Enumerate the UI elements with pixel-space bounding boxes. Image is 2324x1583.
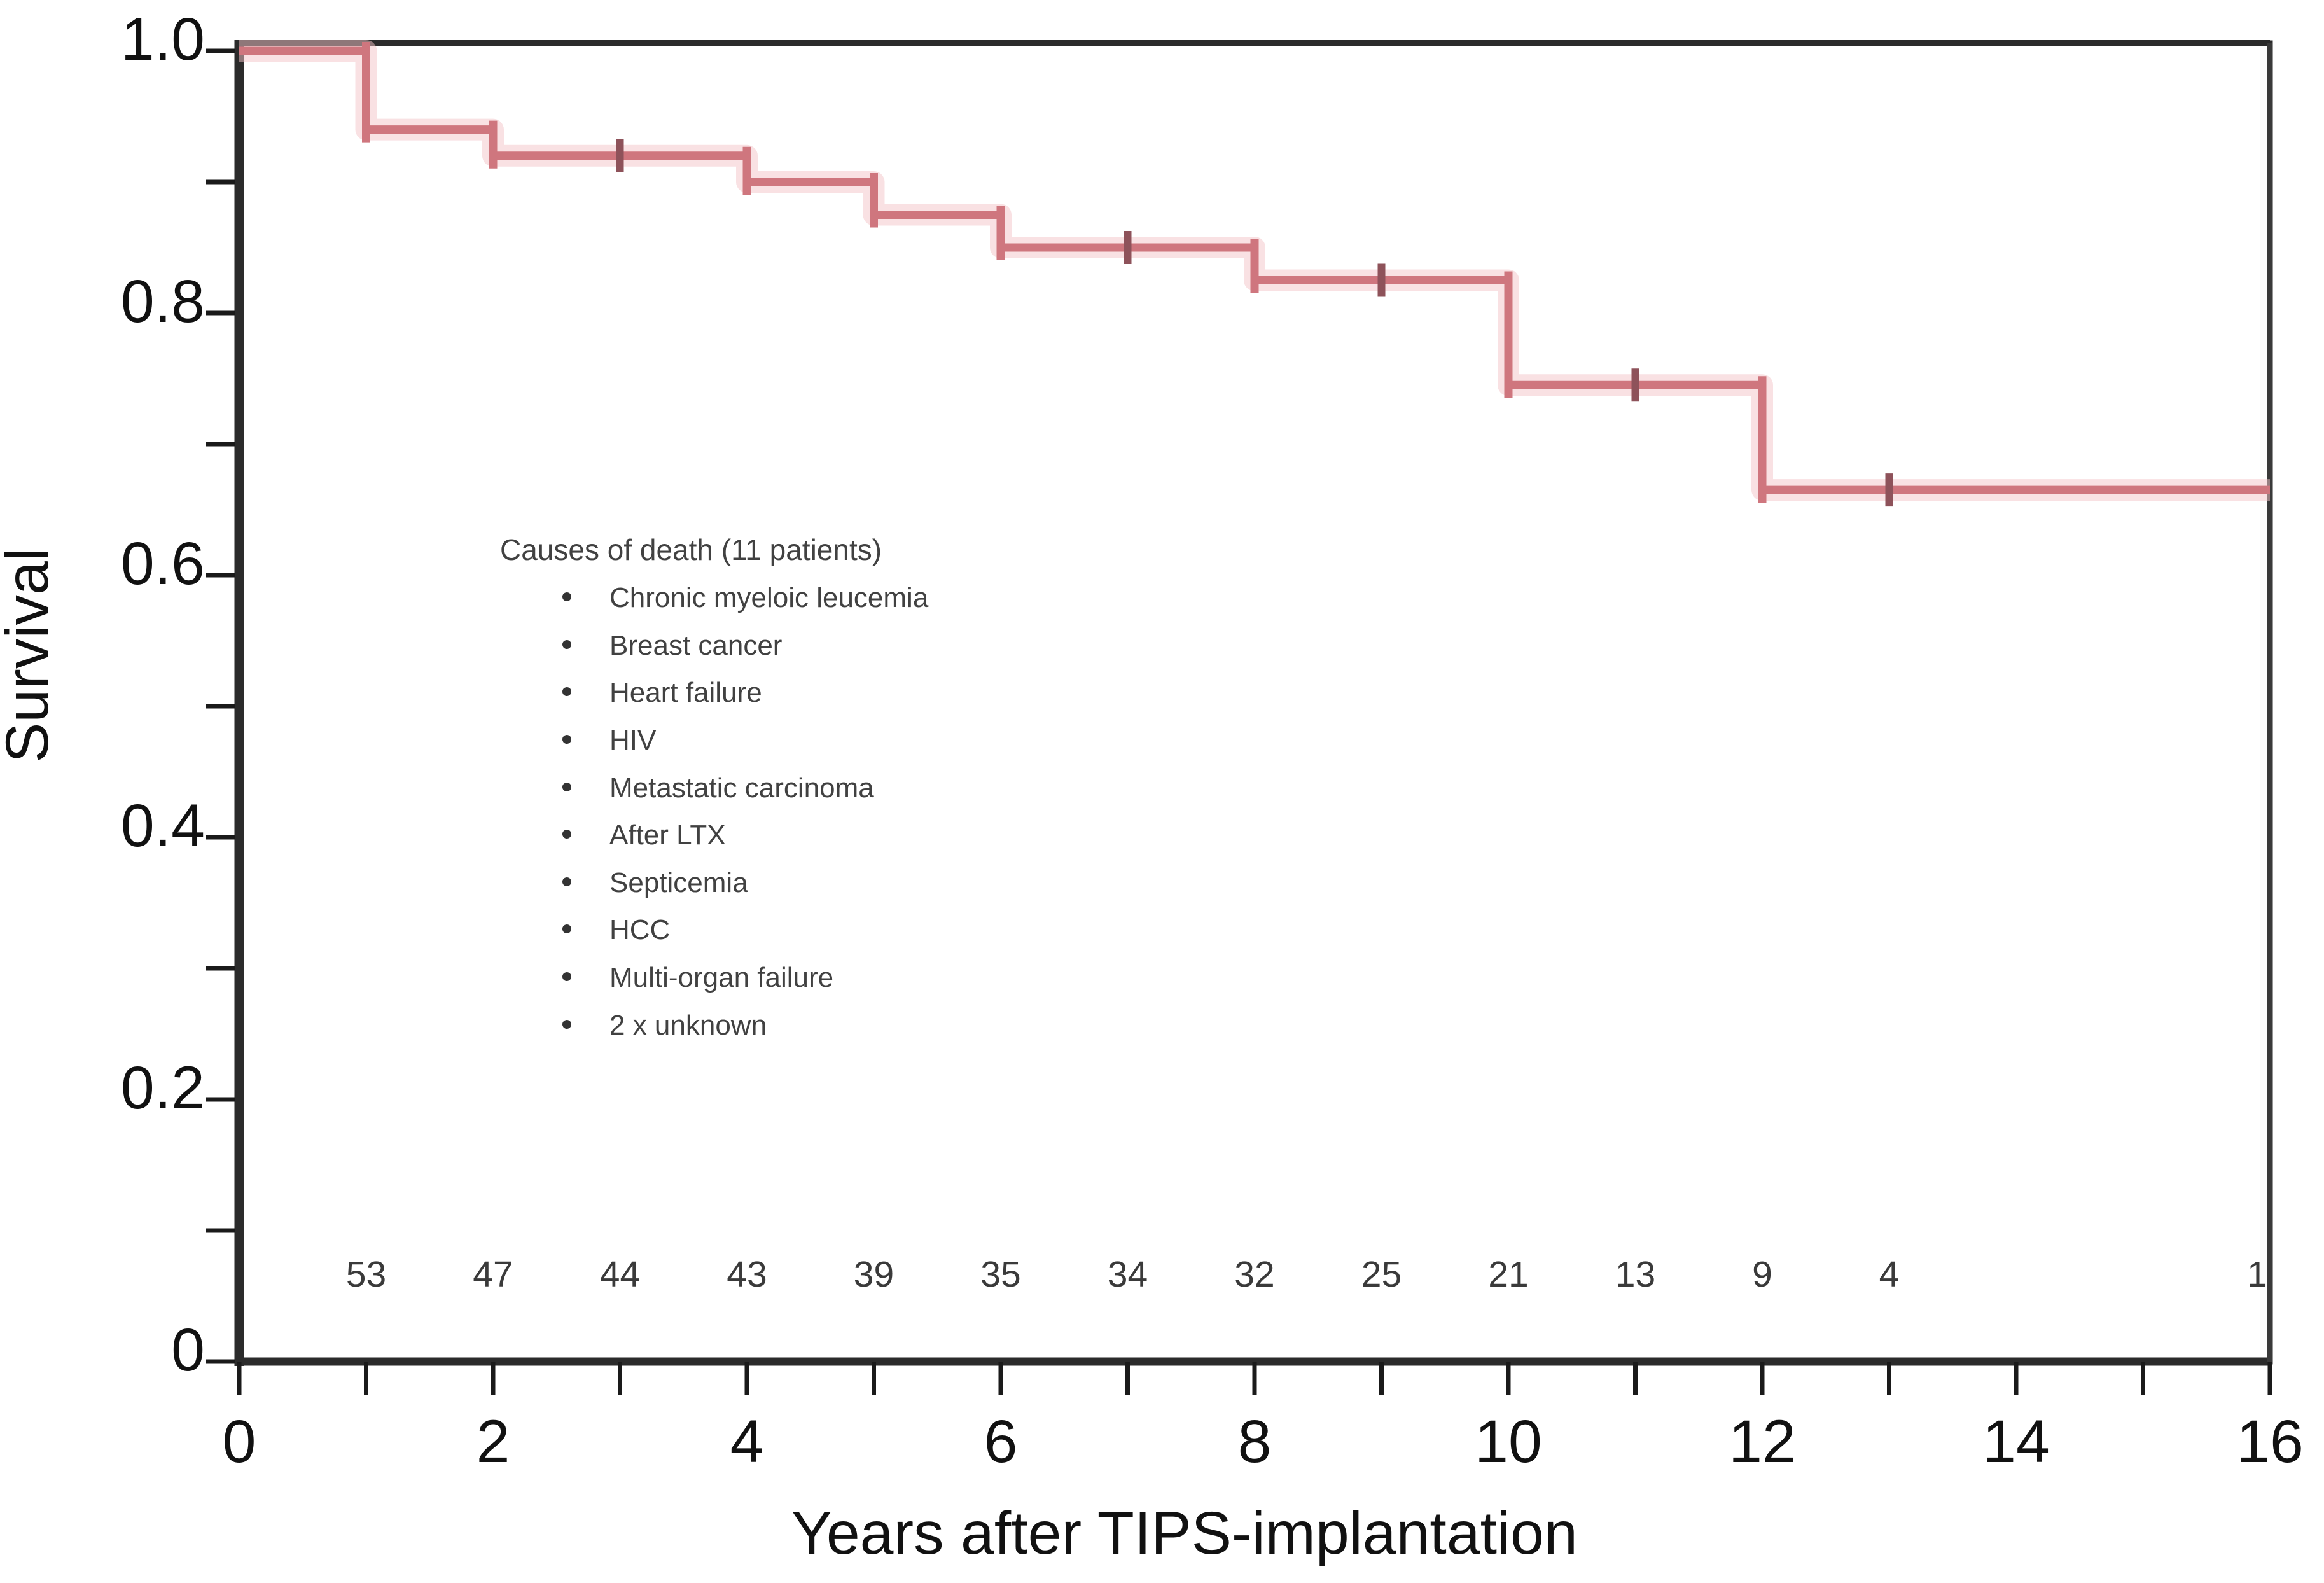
x-tick-label: 2 <box>477 1408 510 1475</box>
survival-curve <box>239 46 2270 494</box>
at-risk-count: 39 <box>854 1254 894 1295</box>
at-risk-count: 1 <box>2247 1254 2267 1295</box>
x-tick-label: 4 <box>730 1408 764 1475</box>
y-tick-label: 0.2 <box>121 1054 205 1122</box>
bullet-icon <box>562 783 571 792</box>
annotation-item: Breast cancer <box>609 630 782 661</box>
y-axis-title: Survival <box>0 548 61 763</box>
at-risk-count: 21 <box>1488 1254 1528 1295</box>
x-axis-title: Years after TIPS-implantation <box>791 1500 1578 1567</box>
at-risk-count: 9 <box>1752 1254 1772 1295</box>
y-tick-label: 0.8 <box>121 268 205 335</box>
causes-of-death-annotation: Causes of death (11 patients) Chronic my… <box>500 533 929 1041</box>
axis-ticks-group: 00.20.40.60.81.00 2 4 6 8 10 12 14 16 <box>121 6 2304 1475</box>
x-tick-label: 10 <box>1475 1408 1542 1475</box>
y-tick-label: 0.6 <box>121 530 205 597</box>
survival-curve-group <box>239 40 2270 503</box>
x-tick-label: 6 <box>984 1408 1018 1475</box>
bullet-icon <box>562 735 571 744</box>
annotation-title: Causes of death (11 patients) <box>500 533 882 566</box>
bullet-icon <box>562 1020 571 1029</box>
at-risk-row: 53 47 44 43 39 35 34 32 25 21 13 9 4 1 <box>346 1254 2267 1295</box>
annotation-item: Chronic myeloic leucemia <box>609 582 929 613</box>
annotation-item: Multi-organ failure <box>609 962 833 993</box>
annotation-item: HCC <box>609 914 670 945</box>
annotation-item: After LTX <box>609 819 726 851</box>
y-tick-label: 0 <box>171 1316 205 1384</box>
x-tick-label: 14 <box>1982 1408 2050 1475</box>
censor-marks-group <box>616 139 1893 507</box>
at-risk-count: 4 <box>1879 1254 1900 1295</box>
at-risk-count: 13 <box>1615 1254 1655 1295</box>
bullet-icon <box>562 592 571 601</box>
bullet-icon <box>562 877 571 886</box>
x-tick-label: 0 <box>223 1408 256 1475</box>
x-tick-label: 8 <box>1238 1408 1272 1475</box>
x-tick-label: 12 <box>1729 1408 1796 1475</box>
annotation-item: Metastatic carcinoma <box>609 772 874 804</box>
at-risk-count: 53 <box>346 1254 386 1295</box>
bullet-icon <box>562 972 571 981</box>
at-risk-count: 34 <box>1108 1254 1148 1295</box>
annotation-item: 2 x unknown <box>609 1010 767 1041</box>
at-risk-count: 35 <box>980 1254 1020 1295</box>
at-risk-count: 25 <box>1361 1254 1402 1295</box>
bullet-icon <box>562 924 571 933</box>
x-tick-label: 16 <box>2236 1408 2304 1475</box>
at-risk-count: 47 <box>473 1254 513 1295</box>
y-tick-label: 1.0 <box>121 6 205 73</box>
at-risk-count: 32 <box>1234 1254 1274 1295</box>
y-tick-label: 0.4 <box>121 792 205 860</box>
bullet-icon <box>562 640 571 649</box>
bullet-icon <box>562 687 571 696</box>
annotation-item: Heart failure <box>609 677 762 708</box>
bullet-icon <box>562 830 571 839</box>
annotation-item: HIV <box>609 725 657 756</box>
annotation-item: Septicemia <box>609 867 748 898</box>
at-risk-count: 44 <box>600 1254 640 1295</box>
at-risk-count: 43 <box>727 1254 767 1295</box>
